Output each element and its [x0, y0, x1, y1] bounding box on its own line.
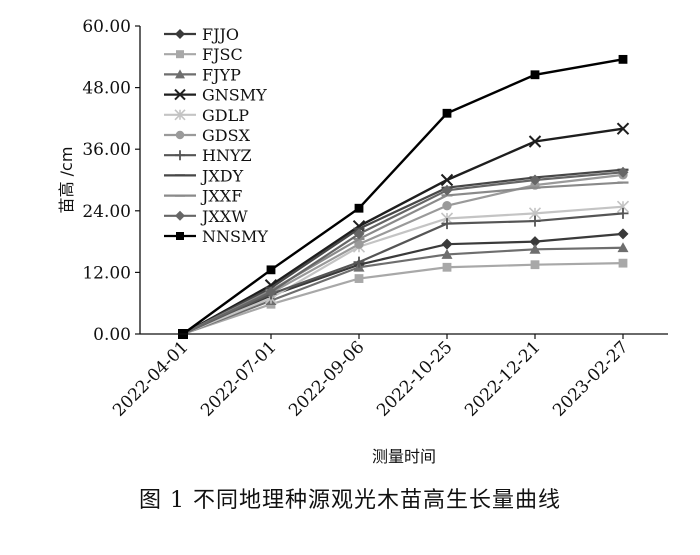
data-point: [175, 69, 185, 79]
y-tick-label: 12.00: [82, 263, 131, 283]
data-point: [529, 215, 541, 227]
data-point: [617, 242, 629, 253]
y-axis-label: 苗高 /cm: [57, 147, 76, 214]
series-line: [182, 168, 624, 335]
data-point: [616, 122, 630, 135]
data-point: [176, 50, 184, 59]
x-tick-label: 2022-12-21: [461, 337, 544, 420]
data-point: [174, 109, 186, 121]
legend-label: FJYP: [202, 65, 241, 84]
legend-item: HNYZ: [164, 146, 252, 165]
data-point: [529, 243, 541, 254]
data-point: [354, 239, 364, 249]
legend-item: FJSC: [164, 45, 243, 64]
data-point: [617, 228, 629, 240]
data-point: [617, 207, 629, 219]
data-point: [530, 70, 540, 80]
series-line: [182, 212, 624, 336]
series-gnsmy: [182, 122, 630, 336]
x-axis-label: 测量时间: [372, 447, 436, 466]
data-point: [617, 166, 629, 178]
legend-label: JXDY: [200, 166, 244, 185]
legend-item: FJYP: [164, 65, 241, 84]
data-point: [530, 260, 540, 270]
data-point: [354, 274, 364, 283]
legend-label: NNSMY: [202, 227, 268, 246]
data-point: [352, 219, 366, 233]
series-fjyp: [182, 242, 629, 336]
data-point: [440, 173, 454, 187]
legend-label: GNSMY: [202, 86, 267, 105]
x-tick-label: 2022-10-25: [373, 337, 456, 420]
data-point: [175, 210, 185, 221]
series-gdlp: [182, 200, 630, 336]
legend-item: GDLP: [164, 106, 249, 125]
line-chart: 0.00 12.00 24.00 36.00 48.00 60.00 2022-04-01…: [57, 17, 668, 466]
x-tick-label: 2023-02-27: [549, 337, 632, 420]
data-point: [354, 203, 364, 213]
data-point: [175, 29, 185, 39]
x-tick-label: 2022-04-01: [109, 337, 192, 420]
data-point: [353, 228, 365, 240]
data-point: [175, 150, 185, 161]
data-point: [441, 184, 453, 196]
data-point: [176, 232, 184, 240]
data-point: [441, 248, 453, 259]
legend-label: FJSC: [202, 45, 243, 64]
data-point: [442, 108, 452, 118]
legend-item: GDSX: [164, 126, 251, 145]
legend-item: FJJO: [164, 25, 239, 44]
series-line: [182, 181, 624, 335]
legend-item: JXXW: [164, 207, 248, 226]
y-tick-label: 24.00: [82, 202, 131, 222]
y-tick-label: 36.00: [82, 140, 131, 160]
series-jxxw: [182, 166, 629, 335]
series-nnsmy: [182, 54, 628, 335]
x-tick-label: 2022-07-01: [197, 337, 280, 420]
legend-label: FJJO: [202, 25, 239, 44]
legend-label: GDSX: [202, 126, 251, 145]
data-point: [442, 200, 452, 211]
x-axis-ticks: 2022-04-01 2022-07-01 2022-09-06 2022-10-25…: [109, 334, 633, 421]
legend-item: GNSMY: [164, 86, 267, 105]
legend-label: JXXF: [200, 187, 242, 206]
legend-label: JXXW: [200, 207, 248, 226]
figure-caption: 图 1 不同地理种源观光木苗高生长量曲线: [139, 488, 561, 513]
series-line: [182, 232, 624, 336]
data-point: [528, 135, 542, 148]
legend-label: GDLP: [202, 106, 249, 125]
data-point: [174, 88, 186, 101]
x-tick-label: 2022-09-06: [285, 337, 368, 420]
y-tick-label: 0.00: [93, 325, 131, 345]
data-point: [618, 54, 628, 64]
data-point: [442, 262, 452, 272]
y-tick-label: 60.00: [82, 17, 131, 37]
legend-label: HNYZ: [202, 146, 252, 165]
legend-item: JXXF: [164, 187, 242, 206]
data-point: [353, 256, 365, 268]
data-point: [441, 218, 453, 230]
y-tick-label: 48.00: [82, 79, 131, 99]
data-point: [266, 265, 276, 275]
series-line: [182, 262, 624, 336]
series-line: [182, 171, 624, 335]
series-line: [182, 58, 624, 335]
series-line: [182, 246, 624, 336]
series-hnyz: [182, 207, 629, 336]
y-axis-ticks: 0.00 12.00 24.00 36.00 48.00 60.00: [82, 17, 140, 345]
legend-item: JXDY: [164, 166, 244, 185]
data-point: [175, 130, 185, 140]
data-point: [265, 286, 277, 298]
series-line: [182, 127, 624, 336]
data-point: [529, 174, 541, 186]
data-point: [618, 258, 628, 268]
legend-item: NNSMY: [164, 227, 268, 246]
data-point: [441, 238, 453, 250]
series-line: [182, 205, 624, 336]
data-point: [529, 236, 541, 248]
series-layer: [178, 54, 630, 339]
